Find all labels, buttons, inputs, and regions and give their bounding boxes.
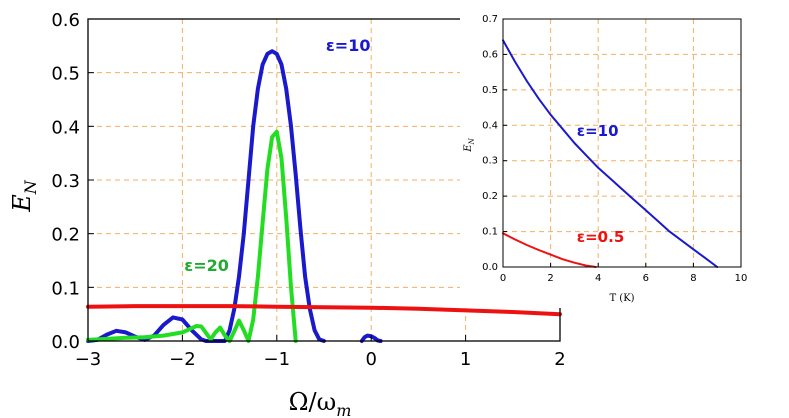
inset-y-tick-label: 0.0	[482, 262, 498, 273]
inset-series-line-1	[502, 232, 597, 268]
main-x-tick-label: −1	[264, 349, 291, 370]
main-x-axis-title-text: Ω/ω	[289, 388, 337, 416]
main-series-line-3	[86, 304, 562, 317]
inset-background	[460, 4, 760, 308]
main-y-tick-label: 0.1	[51, 278, 80, 299]
main-y-tick-label: 0.3	[51, 171, 80, 192]
main-annotation-label: ε=10	[326, 36, 371, 55]
inset-annotation-label: ε=10	[577, 122, 619, 140]
inset-annotations: ε=10 ε=0.5	[577, 122, 625, 246]
inset-grid	[503, 19, 741, 267]
inset-x-tick-label: 10	[735, 273, 748, 284]
inset-y-axis-title-text: E	[463, 144, 474, 153]
inset-x-axis-title: T (K)	[609, 293, 634, 304]
main-grid	[88, 19, 560, 341]
main-x-axis-title-sub: m	[336, 401, 351, 418]
main-series-line-0	[86, 49, 326, 343]
main-x-tick-label: −2	[169, 349, 196, 370]
main-x-axis-title: Ω/ωm	[289, 388, 352, 418]
inset-y-tick-label: 0.1	[482, 227, 498, 238]
main-y-tick-label: 0.2	[51, 225, 80, 246]
main-series-line-2	[86, 129, 298, 343]
main-y-axis-title: EN	[8, 179, 40, 213]
main-y-tick-label: 0.6	[51, 10, 80, 31]
inset-x-tick-label: 0	[500, 273, 506, 284]
inset-y-tick-label: 0.4	[482, 120, 498, 131]
inset-y-tick-label: 0.2	[482, 191, 498, 202]
inset-ticks: 0 2 4 6 8 10 0.0 0.1 0.2 0.3 0.4 0.5 0.6 0.7	[482, 14, 747, 284]
main-annotation-label: ε=20	[184, 256, 229, 275]
inset-x-tick-label: 8	[690, 273, 696, 284]
inset-y-axis-title: EN	[463, 137, 476, 152]
inset-y-tick-label: 0.6	[482, 49, 498, 60]
main-x-tick-label: 1	[460, 349, 471, 370]
main-y-axis-title-text: E	[8, 194, 36, 213]
main-x-tick-label: 2	[554, 349, 565, 370]
inset-chart: 0 2 4 6 8 10 0.0 0.1 0.2 0.3 0.4 0.5 0.6 0.7 ε=10 ε=0.…	[460, 4, 760, 308]
inset-series-group	[502, 39, 719, 268]
inset-plot-frame	[502, 18, 742, 268]
main-ticks: −3 −2 −1 0 1 2 0.0 0.1 0.2 0.3 0.4 0.5 0.6	[51, 10, 565, 370]
main-x-tick-label: −3	[75, 349, 102, 370]
inset-x-tick-label: 4	[595, 273, 601, 284]
main-x-tick-label: 0	[365, 349, 376, 370]
inset-y-tick-label: 0.3	[482, 156, 498, 167]
inset-series-line-0	[502, 39, 719, 268]
inset-y-axis-title-sub: N	[468, 137, 476, 145]
main-series-group	[86, 49, 562, 343]
main-y-axis-title-sub: N	[21, 179, 40, 195]
inset-y-tick-label: 0.5	[482, 85, 498, 96]
main-y-tick-label: 0.5	[51, 64, 80, 85]
inset-annotation-label: ε=0.5	[577, 228, 625, 246]
inset-y-tick-label: 0.7	[482, 14, 498, 25]
main-y-tick-label: 0.4	[51, 117, 80, 138]
main-y-tick-label: 0.0	[51, 332, 80, 353]
inset-x-tick-label: 2	[547, 273, 553, 284]
inset-x-tick-label: 6	[643, 273, 649, 284]
